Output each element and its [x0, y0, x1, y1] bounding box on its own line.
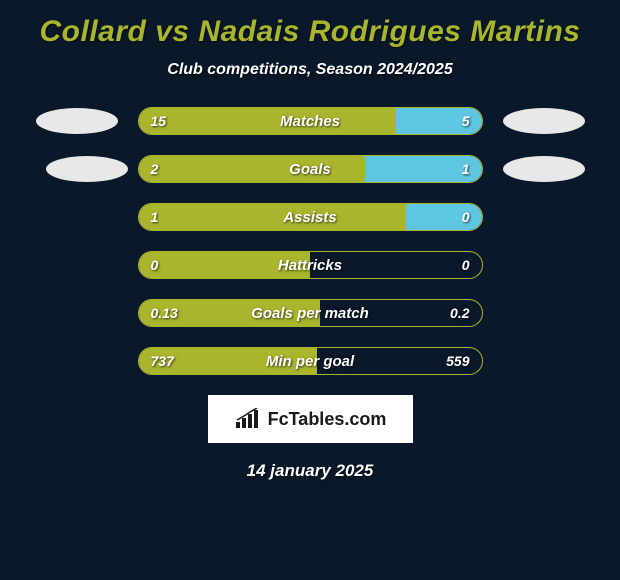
stat-row: 155Matches [0, 107, 620, 135]
stat-label: Assists [139, 204, 482, 230]
stat-row: 0.130.2Goals per match [0, 299, 620, 327]
brand-logo: FcTables.com [208, 395, 413, 443]
stat-bar: 10Assists [138, 203, 483, 231]
stat-bar: 0.130.2Goals per match [138, 299, 483, 327]
stat-bar: 00Hattricks [138, 251, 483, 279]
stat-row: 00Hattricks [0, 251, 620, 279]
player-left-ellipse [46, 156, 128, 182]
comparison-infographic: Collard vs Nadais Rodrigues Martins Club… [0, 0, 620, 491]
stat-bar: 155Matches [138, 107, 483, 135]
stat-label: Goals [139, 156, 482, 182]
player-left-ellipse [36, 108, 118, 134]
chart-icon [234, 408, 262, 430]
stat-label: Matches [139, 108, 482, 134]
stat-bar: 21Goals [138, 155, 483, 183]
stat-bar: 737559Min per goal [138, 347, 483, 375]
stat-row: 737559Min per goal [0, 347, 620, 375]
page-subtitle: Club competitions, Season 2024/2025 [0, 61, 620, 79]
stat-rows-container: 155Matches 21Goals 10Assists 00Hattricks 0.1… [0, 107, 620, 375]
player-right-ellipse [503, 108, 585, 134]
stat-label: Min per goal [139, 348, 482, 374]
brand-name: FcTables.com [268, 409, 387, 430]
stat-label: Hattricks [139, 252, 482, 278]
player-right-ellipse [503, 156, 585, 182]
stat-row: 10Assists [0, 203, 620, 231]
stat-row: 21Goals [0, 155, 620, 183]
page-title: Collard vs Nadais Rodrigues Martins [0, 15, 620, 49]
footer-date: 14 january 2025 [0, 461, 620, 481]
stat-label: Goals per match [139, 300, 482, 326]
